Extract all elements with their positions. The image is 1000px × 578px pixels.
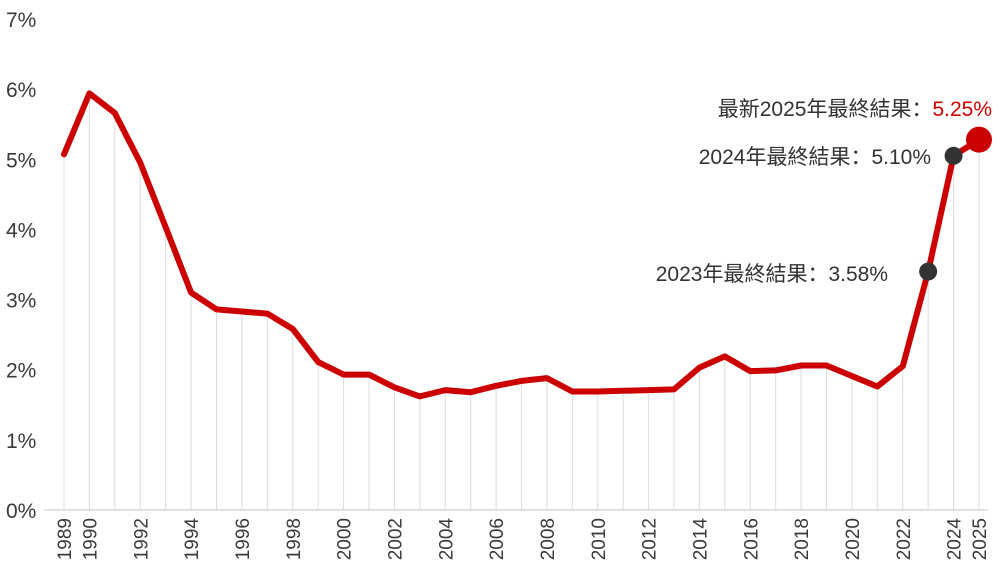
y-tick-label: 2% — [6, 360, 36, 383]
x-tick-label: 2010 — [589, 518, 610, 560]
series-line — [61, 90, 982, 400]
marker-2023 — [919, 262, 938, 281]
marker-2025 — [966, 126, 992, 153]
y-tick-label: 4% — [6, 219, 36, 242]
x-tick-label: 2024 — [945, 518, 966, 561]
x-tick-label: 2004 — [436, 518, 457, 561]
vertical-grid — [63, 93, 980, 510]
x-tick-label: 1996 — [233, 518, 254, 560]
x-tick-label: 1992 — [131, 518, 152, 560]
x-tick-label: 1998 — [284, 518, 305, 560]
y-tick-label: 0% — [6, 500, 36, 523]
x-tick-label: 2008 — [538, 518, 559, 560]
x-tick-label: 2000 — [335, 518, 356, 560]
marker-2024 — [944, 146, 963, 165]
x-tick-label: 2016 — [741, 518, 762, 560]
x-tick-label: 2002 — [385, 518, 406, 560]
annotation-2023: 2023年最終結果：3.58% — [656, 263, 888, 286]
y-tick-label: 3% — [6, 290, 36, 313]
x-tick-label: 2020 — [843, 518, 864, 560]
x-tick-label: 2022 — [894, 518, 915, 560]
y-tick-label: 7% — [6, 9, 36, 32]
x-tick-label: 2012 — [640, 518, 661, 560]
x-tick-label: 2014 — [690, 518, 711, 561]
y-axis-ticks: 0% 1% 2% 3% 4% 5% 6% 7% — [6, 9, 36, 523]
y-tick-label: 5% — [6, 149, 36, 172]
annotation-2025: 最新2025年最終結果：5.25% — [718, 98, 992, 121]
y-tick-label: 1% — [6, 430, 36, 453]
x-axis-ticks: 1989 1990 1992 1994 1996 1998 2000 2002 2004 2006… — [55, 518, 991, 561]
x-tick-label: 1994 — [182, 518, 203, 561]
x-tick-label: 2018 — [792, 518, 813, 560]
x-tick-label: 2025 — [970, 518, 991, 560]
x-tick-label: 1990 — [80, 518, 101, 560]
x-tick-label: 1989 — [55, 518, 76, 560]
x-tick-label: 2006 — [487, 518, 508, 560]
y-tick-label: 6% — [6, 79, 36, 102]
annotation-2024: 2024年最終結果：5.10% — [699, 146, 931, 169]
